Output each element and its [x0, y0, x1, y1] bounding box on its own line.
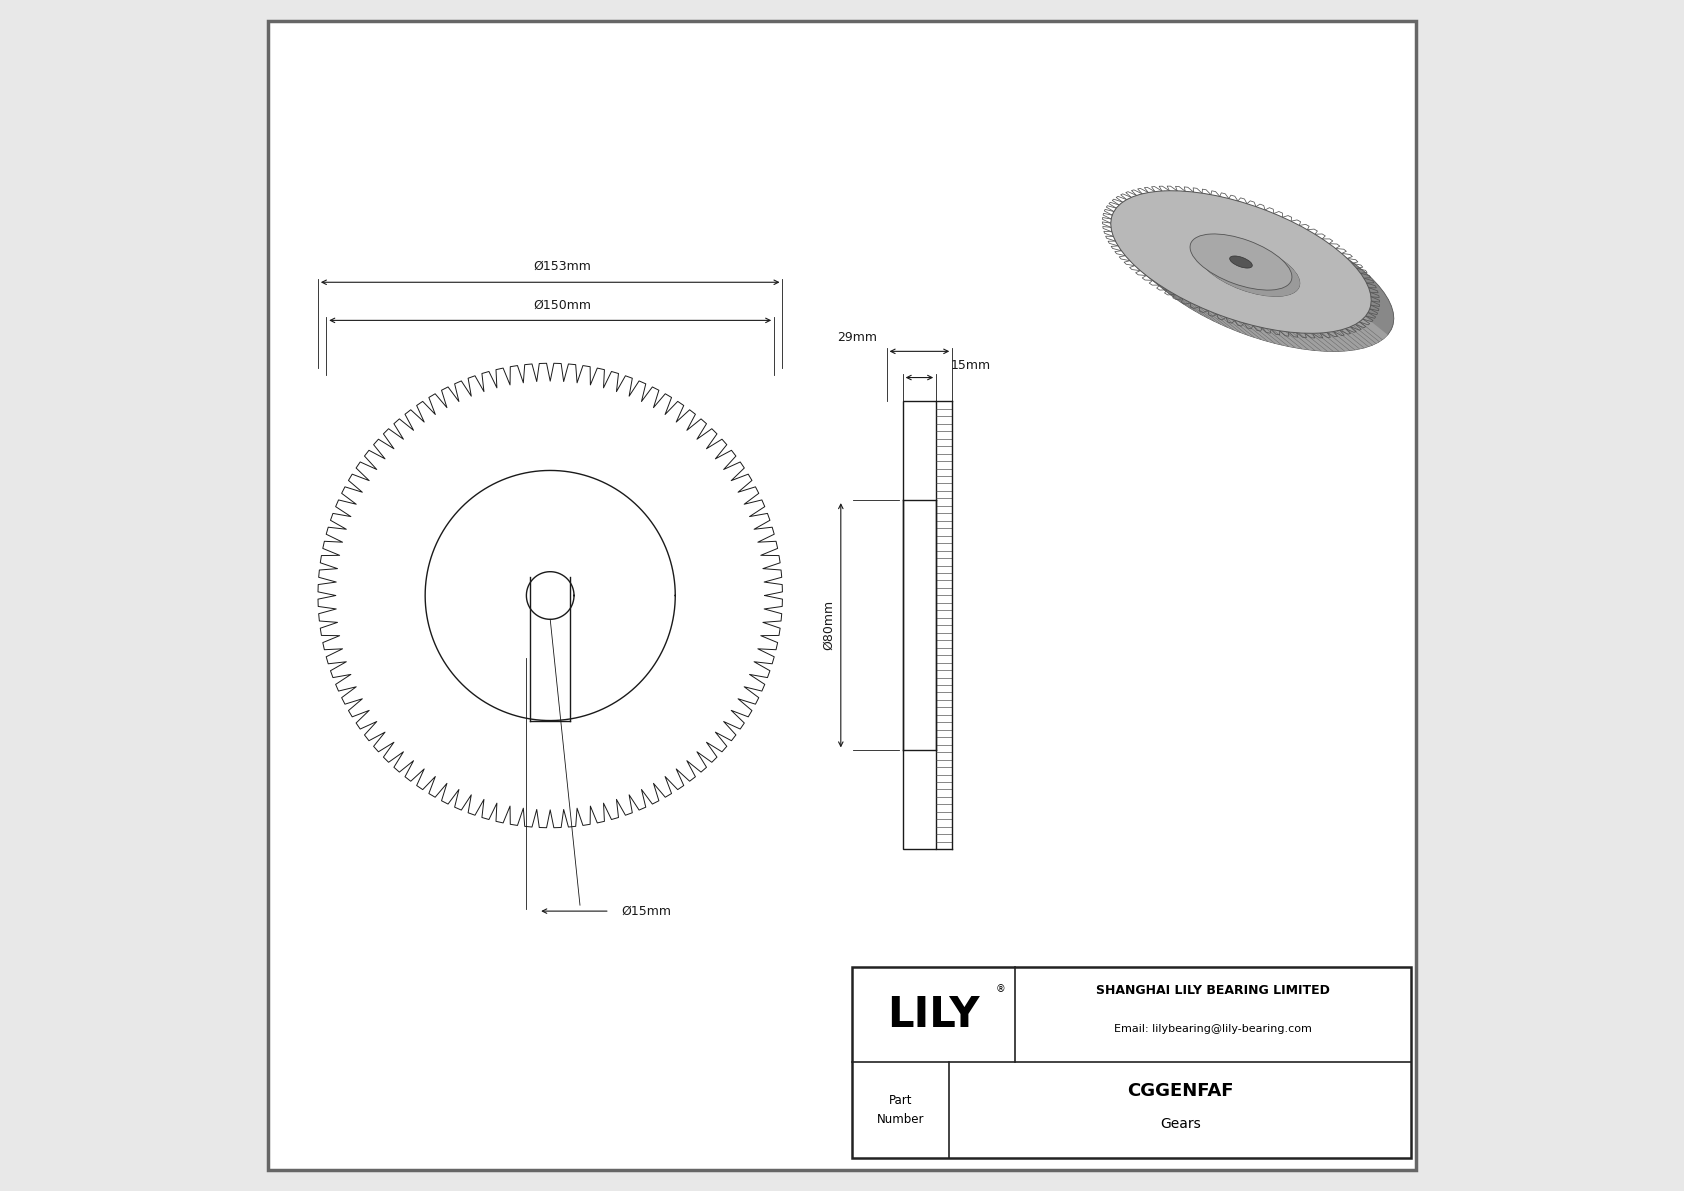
Ellipse shape — [1133, 208, 1394, 351]
Bar — [852, 967, 1411, 1158]
Bar — [903, 401, 936, 849]
Text: CGGENFAF: CGGENFAF — [1127, 1081, 1233, 1100]
Text: SHANGHAI LILY BEARING LIMITED: SHANGHAI LILY BEARING LIMITED — [1096, 985, 1330, 997]
Text: 15mm: 15mm — [950, 358, 990, 372]
Polygon shape — [1111, 191, 1388, 351]
Ellipse shape — [1197, 241, 1300, 297]
Text: LILY: LILY — [887, 993, 980, 1036]
Text: ®: ® — [995, 984, 1005, 993]
Ellipse shape — [1111, 191, 1371, 333]
Text: Ø80mm: Ø80mm — [822, 600, 835, 650]
Text: Email: lilybearing@lily-bearing.com: Email: lilybearing@lily-bearing.com — [1115, 1024, 1312, 1034]
Ellipse shape — [1191, 233, 1292, 291]
Text: Ø153mm: Ø153mm — [534, 260, 591, 273]
Text: Ø150mm: Ø150mm — [534, 299, 591, 312]
Text: Ø15mm: Ø15mm — [621, 905, 672, 917]
Text: 29mm: 29mm — [837, 331, 877, 344]
Ellipse shape — [1229, 256, 1253, 268]
Polygon shape — [1191, 233, 1300, 297]
Text: Gears: Gears — [1160, 1117, 1201, 1131]
Text: Part
Number: Part Number — [877, 1095, 925, 1125]
